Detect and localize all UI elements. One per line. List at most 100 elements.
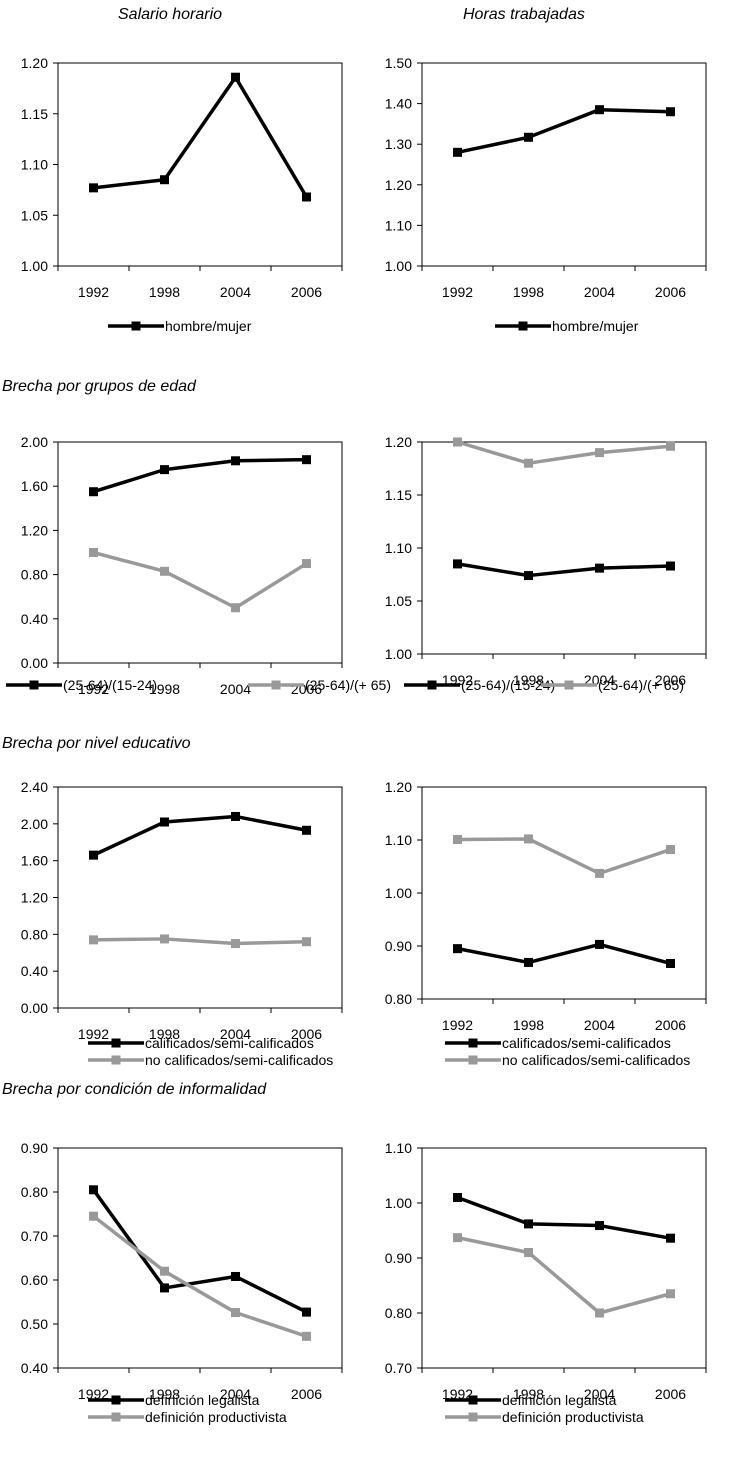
data-point-definici-n-legalista (160, 1283, 169, 1293)
legend-swatch-marker-calificados-semi-calificados (111, 1038, 121, 1048)
series-line-25-64-15-24 (92, 457, 307, 494)
data-point-25-64-65 (160, 566, 169, 576)
data-point-definici-n-productivista (524, 1248, 533, 1257)
y-tick-label: 1.20 (21, 55, 48, 71)
data-point-no-calificados-semi-calificados (302, 937, 311, 947)
x-tick-label: 1992 (78, 284, 109, 300)
data-point-no-calificados-semi-calificados (89, 935, 98, 945)
legend-label-calificados-semi-calificados: calificados/semi-calificados (502, 1035, 671, 1051)
legend-label-no-calificados-semi-calificados: no calificados/semi-calificados (145, 1052, 333, 1068)
series-line-25-64-65 (456, 440, 671, 465)
legend-swatch-marker-definici-n-legalista (111, 1395, 121, 1405)
legend-label-definici-n-legalista: definición legalista (145, 1392, 260, 1408)
legend-label-definici-n-productivista: definición productivista (145, 1409, 287, 1425)
legend-swatch-marker-25-64-65 (564, 680, 574, 690)
x-tick-label: 2006 (655, 1386, 686, 1402)
y-tick-label: 0.80 (21, 926, 48, 942)
data-point-calificados-semi-calificados (666, 958, 675, 968)
x-tick-label: 2004 (220, 1386, 251, 1402)
data-point-definici-n-productivista (453, 1233, 462, 1243)
y-tick-label: 1.60 (21, 478, 48, 494)
data-point-no-calificados-semi-calificados (453, 834, 462, 844)
data-point-calificados-semi-calificados (453, 944, 462, 954)
data-point-no-calificados-semi-calificados (524, 834, 533, 844)
data-point-definici-n-productivista (595, 1308, 604, 1318)
x-tick-label: 2004 (584, 284, 615, 300)
y-tick-label: 0.80 (385, 991, 412, 1007)
y-tick-label: 1.10 (385, 832, 412, 848)
x-tick-label: 1998 (513, 284, 544, 300)
data-point-definici-n-legalista (524, 1219, 533, 1229)
y-tick-label: 1.30 (385, 136, 412, 152)
y-tick-label: 0.80 (385, 1305, 412, 1321)
data-point-hombre-mujer (453, 147, 462, 157)
y-tick-label: 0.60 (21, 1272, 48, 1288)
y-tick-label: 1.20 (21, 522, 48, 538)
y-tick-label: 0.00 (21, 1000, 48, 1016)
data-point-calificados-semi-calificados (89, 850, 98, 860)
y-tick-label: 1.20 (21, 890, 48, 906)
data-point-25-64-65 (302, 559, 311, 569)
section-title-education: Brecha por nivel educativo (2, 735, 191, 752)
y-tick-label: 1.00 (385, 885, 412, 901)
y-tick-label: 1.05 (21, 207, 48, 223)
legend-label-calificados-semi-calificados: calificados/semi-calificados (145, 1035, 314, 1051)
legend-swatch-marker-25-64-15-24 (29, 680, 39, 690)
y-tick-label: 0.00 (21, 655, 48, 671)
x-tick-label: 2006 (291, 284, 322, 300)
legend-swatch-marker-25-64-65 (271, 680, 281, 690)
series-line-definici-n-productivista (457, 1235, 671, 1315)
y-tick-label: 0.80 (21, 1184, 48, 1200)
y-tick-label: 0.70 (21, 1228, 48, 1244)
y-tick-label: 1.00 (385, 646, 412, 662)
data-point-25-64-15-24 (666, 561, 675, 571)
x-tick-label: 1998 (149, 1026, 180, 1042)
y-tick-label: 0.90 (21, 1140, 48, 1156)
legend-label-25-64-65: (25-64)/(+ 65) (598, 677, 684, 693)
series-line-calificados-semi-calificados (457, 942, 671, 966)
series-line-hombre-mujer (457, 107, 671, 155)
legend-label-25-64-65: (25-64)/(+ 65) (305, 677, 391, 693)
data-point-definici-n-legalista (302, 1307, 311, 1317)
y-tick-label: 0.80 (21, 567, 48, 583)
data-point-25-64-65 (89, 548, 98, 557)
data-point-25-64-65 (595, 448, 604, 458)
x-tick-label: 2006 (291, 1386, 322, 1402)
y-tick-label: 1.50 (385, 55, 412, 71)
y-tick-label: 1.10 (385, 217, 412, 233)
legend-label-definici-n-legalista: definición legalista (502, 1392, 617, 1408)
data-point-25-64-15-24 (453, 559, 462, 569)
column-title-horas-trabajadas: Horas trabajadas (463, 6, 585, 23)
section-title-informality: Brecha por condición de informalidad (2, 1081, 267, 1098)
y-tick-label: 1.40 (385, 96, 412, 112)
data-point-no-calificados-semi-calificados (666, 845, 675, 855)
y-tick-label: 0.90 (385, 1250, 412, 1266)
x-tick-label: 1998 (513, 1017, 544, 1033)
plot-frame (421, 1147, 707, 1369)
y-tick-label: 1.15 (21, 106, 48, 122)
data-point-no-calificados-semi-calificados (160, 934, 169, 944)
y-tick-label: 1.20 (385, 434, 412, 450)
x-tick-label: 1998 (149, 681, 180, 697)
x-tick-label: 2004 (220, 681, 251, 697)
data-point-definici-n-legalista (595, 1221, 604, 1231)
series-line-no-calificados-semi-calificados (93, 937, 307, 946)
y-tick-label: 2.00 (21, 816, 48, 832)
data-point-25-64-15-24 (231, 456, 240, 466)
data-point-25-64-15-24 (302, 455, 311, 465)
x-tick-label: 2004 (220, 1026, 251, 1042)
legend-label-25-64-15-24: (25-64)/(15-24) (461, 677, 555, 693)
y-tick-label: 1.20 (385, 779, 412, 795)
data-point-25-64-65 (666, 441, 675, 451)
data-point-calificados-semi-calificados (524, 957, 533, 967)
x-tick-label: 1992 (442, 284, 473, 300)
series-line-definici-n-legalista (92, 1188, 308, 1314)
y-tick-label: 1.00 (385, 1195, 412, 1211)
y-tick-label: 1.20 (385, 177, 412, 193)
data-point-25-64-65 (231, 603, 240, 613)
